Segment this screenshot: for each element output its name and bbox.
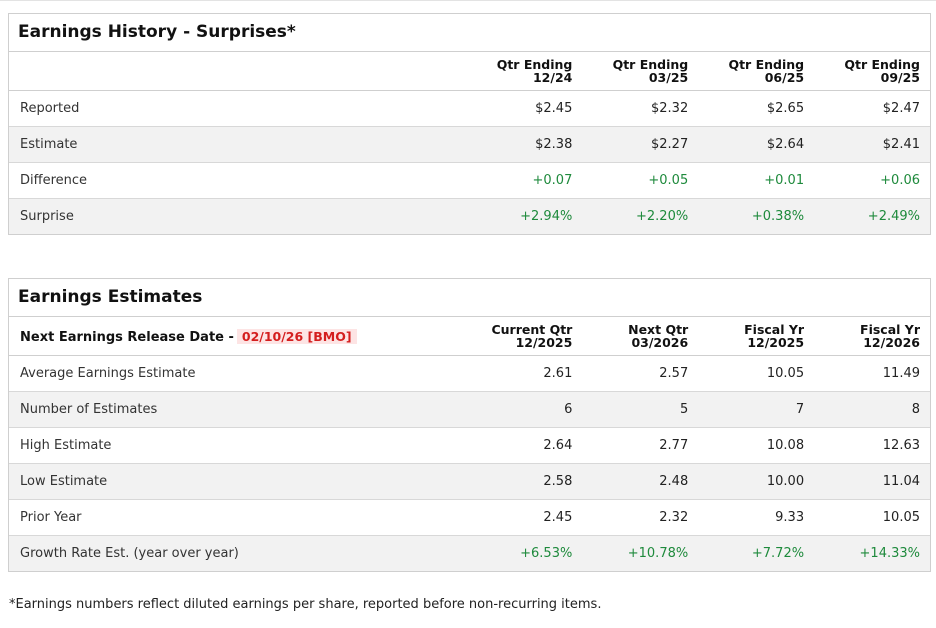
row-label: Reported [9, 90, 467, 127]
row-label: Surprise [9, 198, 467, 234]
table-row: Difference +0.07 +0.05 +0.01 +0.06 [9, 162, 930, 199]
table-row: Reported $2.45 $2.32 $2.65 $2.47 [9, 90, 930, 127]
earnings-history-panel: Earnings History - Surprises* Qtr Ending… [8, 13, 931, 235]
cell-value-positive: +14.33% [814, 535, 930, 571]
cell-value: 2.77 [582, 427, 699, 464]
cell-value-positive: +6.53% [466, 535, 583, 571]
cell-value: 11.49 [814, 355, 930, 392]
earnings-estimates-table: Next Earnings Release Date -02/10/26 [BM… [9, 317, 930, 571]
column-header-line2: 06/25 [764, 70, 805, 85]
cell-value: 2.61 [466, 355, 583, 392]
cell-value: $2.32 [582, 90, 699, 127]
header-row: Qtr Ending 12/24 Qtr Ending 03/25 Qtr Endi… [9, 52, 930, 91]
column-header-line2: 12/2025 [515, 335, 573, 350]
column-header-line2: 12/2026 [863, 335, 920, 350]
cell-value-positive: +0.01 [698, 162, 815, 199]
cell-value: $2.45 [466, 90, 583, 127]
column-header-line2: 12/24 [532, 70, 573, 85]
next-release-label: Next Earnings Release Date - [20, 329, 234, 345]
column-header: Qtr Ending 09/25 [814, 52, 930, 91]
cell-value: 10.08 [698, 427, 815, 464]
column-header-line2: 03/2026 [631, 335, 689, 350]
cell-value: 10.05 [698, 355, 815, 392]
column-header-line1: Fiscal Yr [744, 322, 805, 337]
cell-value: 2.57 [582, 355, 699, 392]
earnings-history-table: Qtr Ending 12/24 Qtr Ending 03/25 Qtr Endi… [9, 52, 930, 234]
cell-value: $2.41 [814, 126, 930, 163]
cell-value: 6 [466, 391, 583, 428]
cell-value: 5 [582, 391, 699, 428]
column-header-line1: Next Qtr [628, 322, 689, 337]
cell-value-positive: +0.07 [466, 162, 583, 199]
row-label: Low Estimate [9, 463, 467, 500]
column-header: Fiscal Yr 12/2025 [698, 317, 815, 356]
cell-value: 2.58 [466, 463, 583, 500]
cell-value-positive: +0.06 [814, 162, 930, 199]
cell-value: $2.38 [466, 126, 583, 163]
row-label: Estimate [9, 126, 467, 163]
cell-value-positive: +2.20% [582, 198, 699, 234]
column-header-line2: 09/25 [880, 70, 920, 85]
cell-value-positive: +0.38% [698, 198, 815, 234]
column-header: Qtr Ending 06/25 [698, 52, 815, 91]
table-row: Surprise +2.94% +2.20% +0.38% +2.49% [9, 198, 930, 234]
column-header-line1: Qtr Ending [612, 57, 689, 72]
header-blank [9, 52, 467, 91]
row-label: Average Earnings Estimate [9, 355, 467, 392]
table-row: Growth Rate Est. (year over year) +6.53%… [9, 535, 930, 571]
earnings-history-title: Earnings History - Surprises* [9, 14, 930, 52]
column-header-line2: 12/2025 [747, 335, 805, 350]
header-row: Next Earnings Release Date -02/10/26 [BM… [9, 317, 930, 356]
column-header-line1: Qtr Ending [496, 57, 573, 72]
next-release-header: Next Earnings Release Date -02/10/26 [BM… [9, 317, 467, 356]
column-header: Next Qtr 03/2026 [582, 317, 699, 356]
column-header: Fiscal Yr 12/2026 [814, 317, 930, 356]
cell-value: 10.05 [814, 499, 930, 536]
cell-value: 11.04 [814, 463, 930, 500]
column-header-line1: Qtr Ending [728, 57, 805, 72]
table-row: Number of Estimates 6 5 7 8 [9, 391, 930, 428]
cell-value: $2.65 [698, 90, 815, 127]
column-header: Qtr Ending 03/25 [582, 52, 699, 91]
table-row: Average Earnings Estimate 2.61 2.57 10.0… [9, 355, 930, 392]
cell-value-positive: +0.05 [582, 162, 699, 199]
cell-value-positive: +10.78% [582, 535, 699, 571]
top-divider [0, 0, 936, 1]
cell-value: 2.32 [582, 499, 699, 536]
column-header-line1: Current Qtr [491, 322, 573, 337]
cell-value: 10.00 [698, 463, 815, 500]
row-label: Prior Year [9, 499, 467, 536]
cell-value: 7 [698, 391, 815, 428]
table-row: High Estimate 2.64 2.77 10.08 12.63 [9, 427, 930, 464]
cell-value: 12.63 [814, 427, 930, 464]
earnings-estimates-title: Earnings Estimates [9, 279, 930, 317]
cell-value: $2.47 [814, 90, 930, 127]
cell-value: 2.48 [582, 463, 699, 500]
cell-value: 9.33 [698, 499, 815, 536]
column-header-line2: 03/25 [648, 70, 689, 85]
cell-value: 2.45 [466, 499, 583, 536]
row-label: High Estimate [9, 427, 467, 464]
column-header: Current Qtr 12/2025 [466, 317, 583, 356]
table-row: Prior Year 2.45 2.32 9.33 10.05 [9, 499, 930, 536]
row-label: Difference [9, 162, 467, 199]
row-label: Number of Estimates [9, 391, 467, 428]
next-release-date-badge: 02/10/26 [BMO] [236, 328, 357, 344]
table-row: Estimate $2.38 $2.27 $2.64 $2.41 [9, 126, 930, 163]
cell-value: $2.64 [698, 126, 815, 163]
column-header-line1: Fiscal Yr [860, 322, 920, 337]
column-header-line1: Qtr Ending [844, 57, 920, 72]
cell-value: 2.64 [466, 427, 583, 464]
cell-value: $2.27 [582, 126, 699, 163]
earnings-estimates-panel: Earnings Estimates Next Earnings Release… [8, 278, 931, 572]
cell-value-positive: +7.72% [698, 535, 815, 571]
row-label: Growth Rate Est. (year over year) [9, 535, 467, 571]
cell-value-positive: +2.49% [814, 198, 930, 234]
column-header: Qtr Ending 12/24 [466, 52, 583, 91]
table-row: Low Estimate 2.58 2.48 10.00 11.04 [9, 463, 930, 500]
cell-value: 8 [814, 391, 930, 428]
footnote: *Earnings numbers reflect diluted earnin… [9, 597, 602, 612]
cell-value-positive: +2.94% [466, 198, 583, 234]
